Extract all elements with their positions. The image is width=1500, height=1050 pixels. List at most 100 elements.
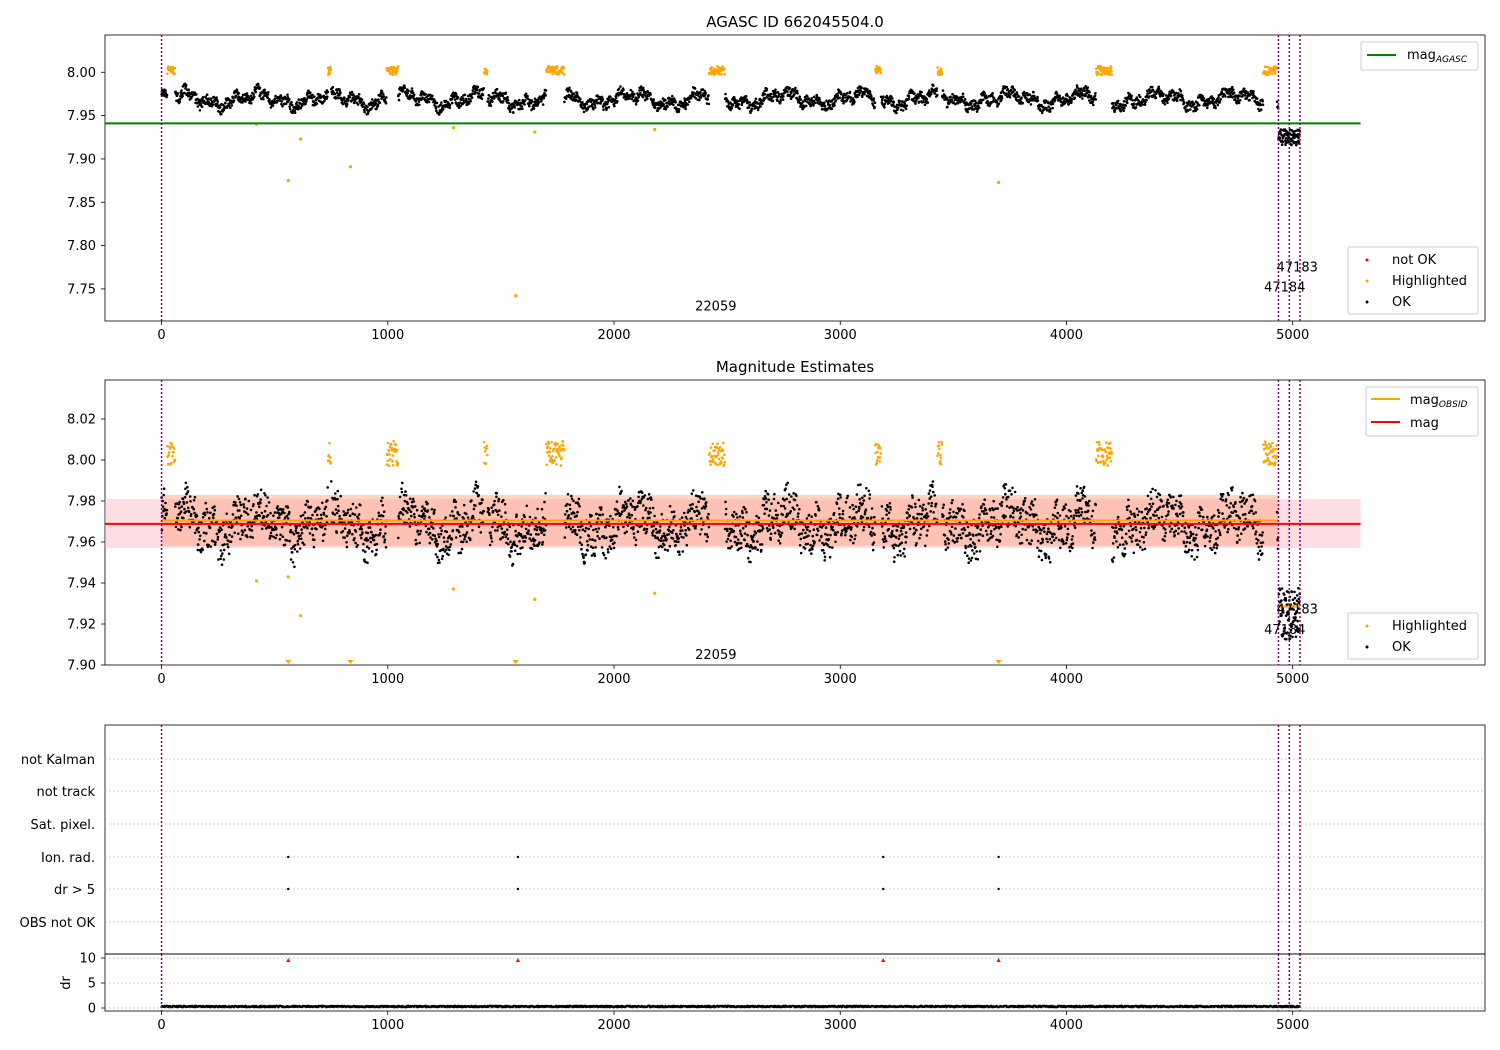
data-point bbox=[511, 562, 515, 566]
data-point bbox=[192, 507, 196, 511]
data-point bbox=[863, 92, 866, 96]
data-point bbox=[1174, 91, 1178, 95]
axes-frame bbox=[104, 34, 1486, 322]
data-point bbox=[366, 531, 370, 535]
outlier-point bbox=[286, 179, 290, 183]
data-point bbox=[179, 510, 183, 513]
data-point bbox=[1087, 93, 1091, 97]
data-point bbox=[452, 91, 455, 94]
data-point bbox=[794, 86, 797, 90]
data-point bbox=[616, 509, 619, 513]
data-point bbox=[299, 106, 303, 110]
data-point bbox=[407, 89, 410, 92]
data-point bbox=[434, 106, 438, 110]
data-point bbox=[740, 546, 743, 550]
data-point bbox=[172, 451, 175, 454]
data-point bbox=[505, 533, 509, 536]
data-point bbox=[1067, 103, 1070, 106]
data-point bbox=[334, 96, 338, 100]
data-point bbox=[415, 542, 419, 545]
data-point bbox=[710, 454, 713, 458]
legend-marker-highlighted bbox=[1365, 279, 1369, 283]
data-point bbox=[1032, 90, 1035, 94]
data-point bbox=[548, 450, 551, 454]
data-point bbox=[975, 110, 979, 113]
data-point bbox=[772, 497, 776, 501]
data-point bbox=[1055, 92, 1059, 95]
data-point bbox=[1295, 140, 1298, 144]
data-point bbox=[353, 537, 356, 540]
data-point bbox=[472, 490, 475, 493]
data-point bbox=[750, 107, 754, 110]
data-point bbox=[372, 538, 376, 542]
data-point bbox=[510, 545, 514, 548]
data-point bbox=[769, 538, 772, 541]
data-point bbox=[234, 94, 238, 98]
data-point bbox=[1154, 96, 1158, 99]
data-point bbox=[776, 91, 780, 94]
data-point bbox=[1207, 98, 1211, 102]
data-point bbox=[627, 513, 631, 517]
data-point bbox=[225, 536, 228, 539]
data-point bbox=[582, 110, 586, 114]
data-point bbox=[255, 511, 258, 514]
data-point bbox=[1017, 95, 1021, 98]
data-point bbox=[734, 535, 738, 539]
data-point bbox=[581, 107, 585, 110]
data-point bbox=[542, 533, 546, 537]
data-point bbox=[793, 93, 796, 96]
data-point bbox=[167, 451, 171, 454]
data-point bbox=[530, 100, 534, 103]
data-point bbox=[659, 539, 663, 543]
data-point bbox=[709, 446, 713, 449]
data-point bbox=[300, 531, 304, 535]
data-point bbox=[474, 480, 478, 484]
data-point bbox=[779, 534, 783, 537]
data-point bbox=[640, 524, 643, 528]
data-point bbox=[165, 512, 168, 515]
data-point bbox=[212, 516, 215, 520]
data-point bbox=[370, 530, 373, 534]
data-point bbox=[436, 555, 439, 559]
data-point bbox=[1078, 95, 1082, 99]
data-point bbox=[866, 88, 869, 91]
data-point bbox=[537, 533, 540, 536]
data-point bbox=[639, 85, 643, 88]
data-point bbox=[566, 502, 569, 506]
data-point bbox=[1273, 68, 1277, 72]
data-point bbox=[1122, 100, 1126, 103]
data-point bbox=[203, 513, 207, 517]
data-point bbox=[370, 98, 374, 101]
data-point bbox=[1216, 103, 1220, 107]
data-point bbox=[596, 530, 599, 534]
data-point bbox=[280, 102, 283, 106]
data-point bbox=[564, 526, 568, 529]
data-point bbox=[529, 533, 533, 536]
data-point bbox=[1044, 106, 1048, 110]
data-point bbox=[1218, 100, 1222, 103]
data-point bbox=[694, 524, 698, 528]
data-point bbox=[547, 454, 551, 458]
data-point bbox=[597, 527, 601, 530]
data-point bbox=[768, 528, 771, 531]
data-point bbox=[212, 512, 216, 516]
data-point bbox=[509, 540, 512, 543]
data-point bbox=[770, 92, 773, 96]
data-point bbox=[939, 67, 943, 70]
data-point bbox=[891, 97, 894, 100]
data-point bbox=[810, 96, 813, 100]
data-point bbox=[360, 98, 364, 101]
data-point bbox=[435, 109, 438, 112]
data-point bbox=[460, 547, 464, 551]
data-point bbox=[485, 444, 489, 448]
data-point bbox=[602, 553, 606, 557]
data-point bbox=[1221, 95, 1225, 98]
data-point bbox=[1244, 89, 1248, 93]
data-point bbox=[381, 92, 385, 95]
data-point bbox=[283, 543, 287, 547]
data-point bbox=[1021, 101, 1024, 105]
data-point bbox=[450, 101, 454, 105]
data-point bbox=[690, 507, 694, 511]
data-point bbox=[209, 97, 213, 100]
data-point bbox=[474, 504, 477, 507]
